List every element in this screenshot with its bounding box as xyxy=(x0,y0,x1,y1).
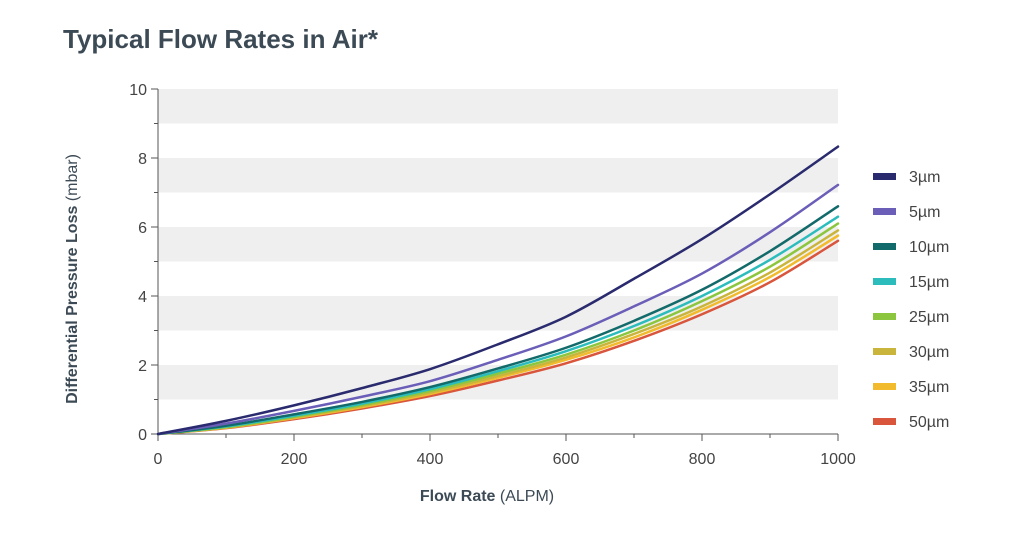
grid-band xyxy=(158,227,838,262)
x-tick-label: 1000 xyxy=(820,451,856,468)
series-lines xyxy=(156,145,840,436)
y-tick-label: 6 xyxy=(138,220,147,237)
y-tick-label: 4 xyxy=(138,289,147,306)
x-axis-title: Flow Rate (ALPM) xyxy=(420,488,554,505)
legend-label: 30µm xyxy=(909,344,949,361)
legend-label: 15µm xyxy=(909,274,949,291)
y-tick-label: 10 xyxy=(129,82,147,99)
legend-swatch xyxy=(873,208,896,215)
legend-label: 50µm xyxy=(909,414,949,431)
series-line-50µm xyxy=(156,239,840,436)
legend-label: 3µm xyxy=(909,169,940,186)
legend-label: 10µm xyxy=(909,239,949,256)
axes xyxy=(151,88,839,441)
legend-swatch xyxy=(873,348,896,355)
y-tick-label: 0 xyxy=(138,427,147,444)
series-line-5µm xyxy=(156,183,840,436)
legend: 3µm 5µm 10µm 15µm 25µm 30µm 35µm 50µm xyxy=(873,169,949,431)
grid-bands xyxy=(158,89,838,400)
x-tick-label: 200 xyxy=(281,451,308,468)
grid-band xyxy=(158,89,838,124)
series-line-35µm xyxy=(156,234,840,436)
x-tick-label: 600 xyxy=(553,451,580,468)
series-line-10µm xyxy=(156,205,840,436)
x-tick-label: 400 xyxy=(417,451,444,468)
x-tick-label: 0 xyxy=(154,451,163,468)
x-tick-label: 800 xyxy=(689,451,716,468)
y-axis-title-main: Differential Pressure Loss xyxy=(64,206,81,404)
legend-swatch xyxy=(873,418,896,425)
legend-swatch xyxy=(873,383,896,390)
legend-swatch xyxy=(873,313,896,320)
legend-swatch xyxy=(873,278,896,285)
series-line-3µm xyxy=(156,145,840,436)
legend-label: 25µm xyxy=(909,309,949,326)
x-axis-title-unit: (ALPM) xyxy=(500,488,554,505)
y-tick-label: 2 xyxy=(138,358,147,375)
legend-swatch xyxy=(873,173,896,180)
legend-label: 5µm xyxy=(909,204,940,221)
chart-title: Typical Flow Rates in Air* xyxy=(63,24,378,54)
y-tick-label: 8 xyxy=(138,151,147,168)
legend-swatch xyxy=(873,243,896,250)
tick-labels: 0 2 4 6 8 10 0 200 400 600 800 1000 xyxy=(129,82,856,468)
x-axis-title-main: Flow Rate xyxy=(420,488,496,505)
grid-band xyxy=(158,158,838,193)
legend-label: 35µm xyxy=(909,379,949,396)
y-axis-title: Differential Pressure Loss (mbar) xyxy=(64,154,81,404)
grid-band xyxy=(158,296,838,331)
y-axis-title-unit: (mbar) xyxy=(64,154,81,201)
